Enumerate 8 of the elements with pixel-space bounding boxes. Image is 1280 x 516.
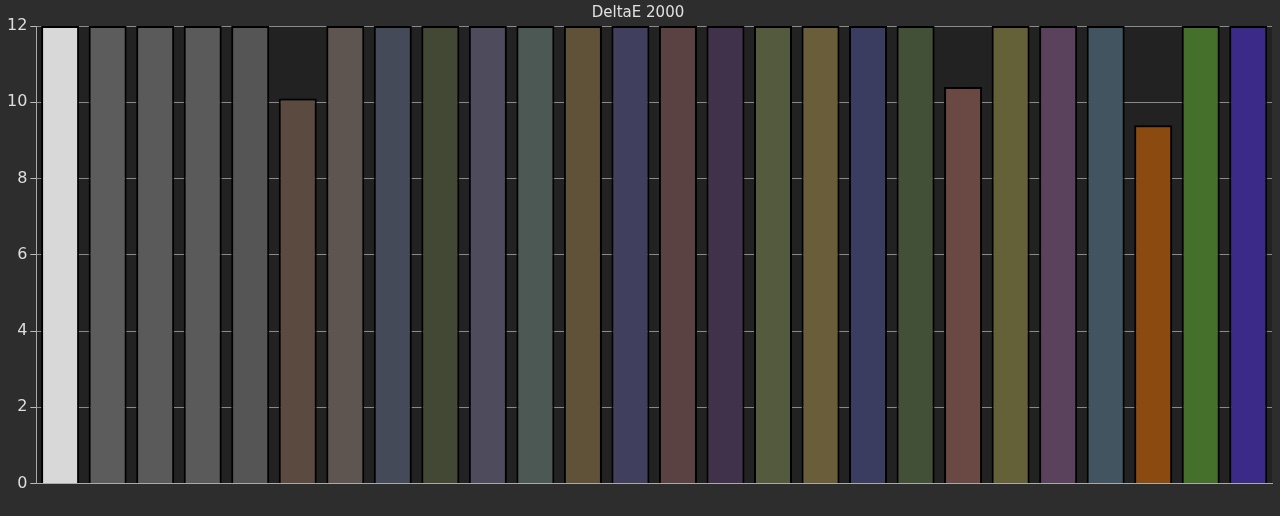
- chart-title: DeltaE 2000: [591, 2, 685, 21]
- y-tick-label: 8: [17, 167, 28, 187]
- y-tick-label: 6: [17, 243, 28, 263]
- y-tick-label: 2: [17, 396, 28, 416]
- y-tick-label: 4: [17, 320, 28, 340]
- y-tick-label: 12: [7, 15, 28, 35]
- y-tick-label: 10: [7, 91, 28, 111]
- y-tick-label: 0: [17, 472, 28, 492]
